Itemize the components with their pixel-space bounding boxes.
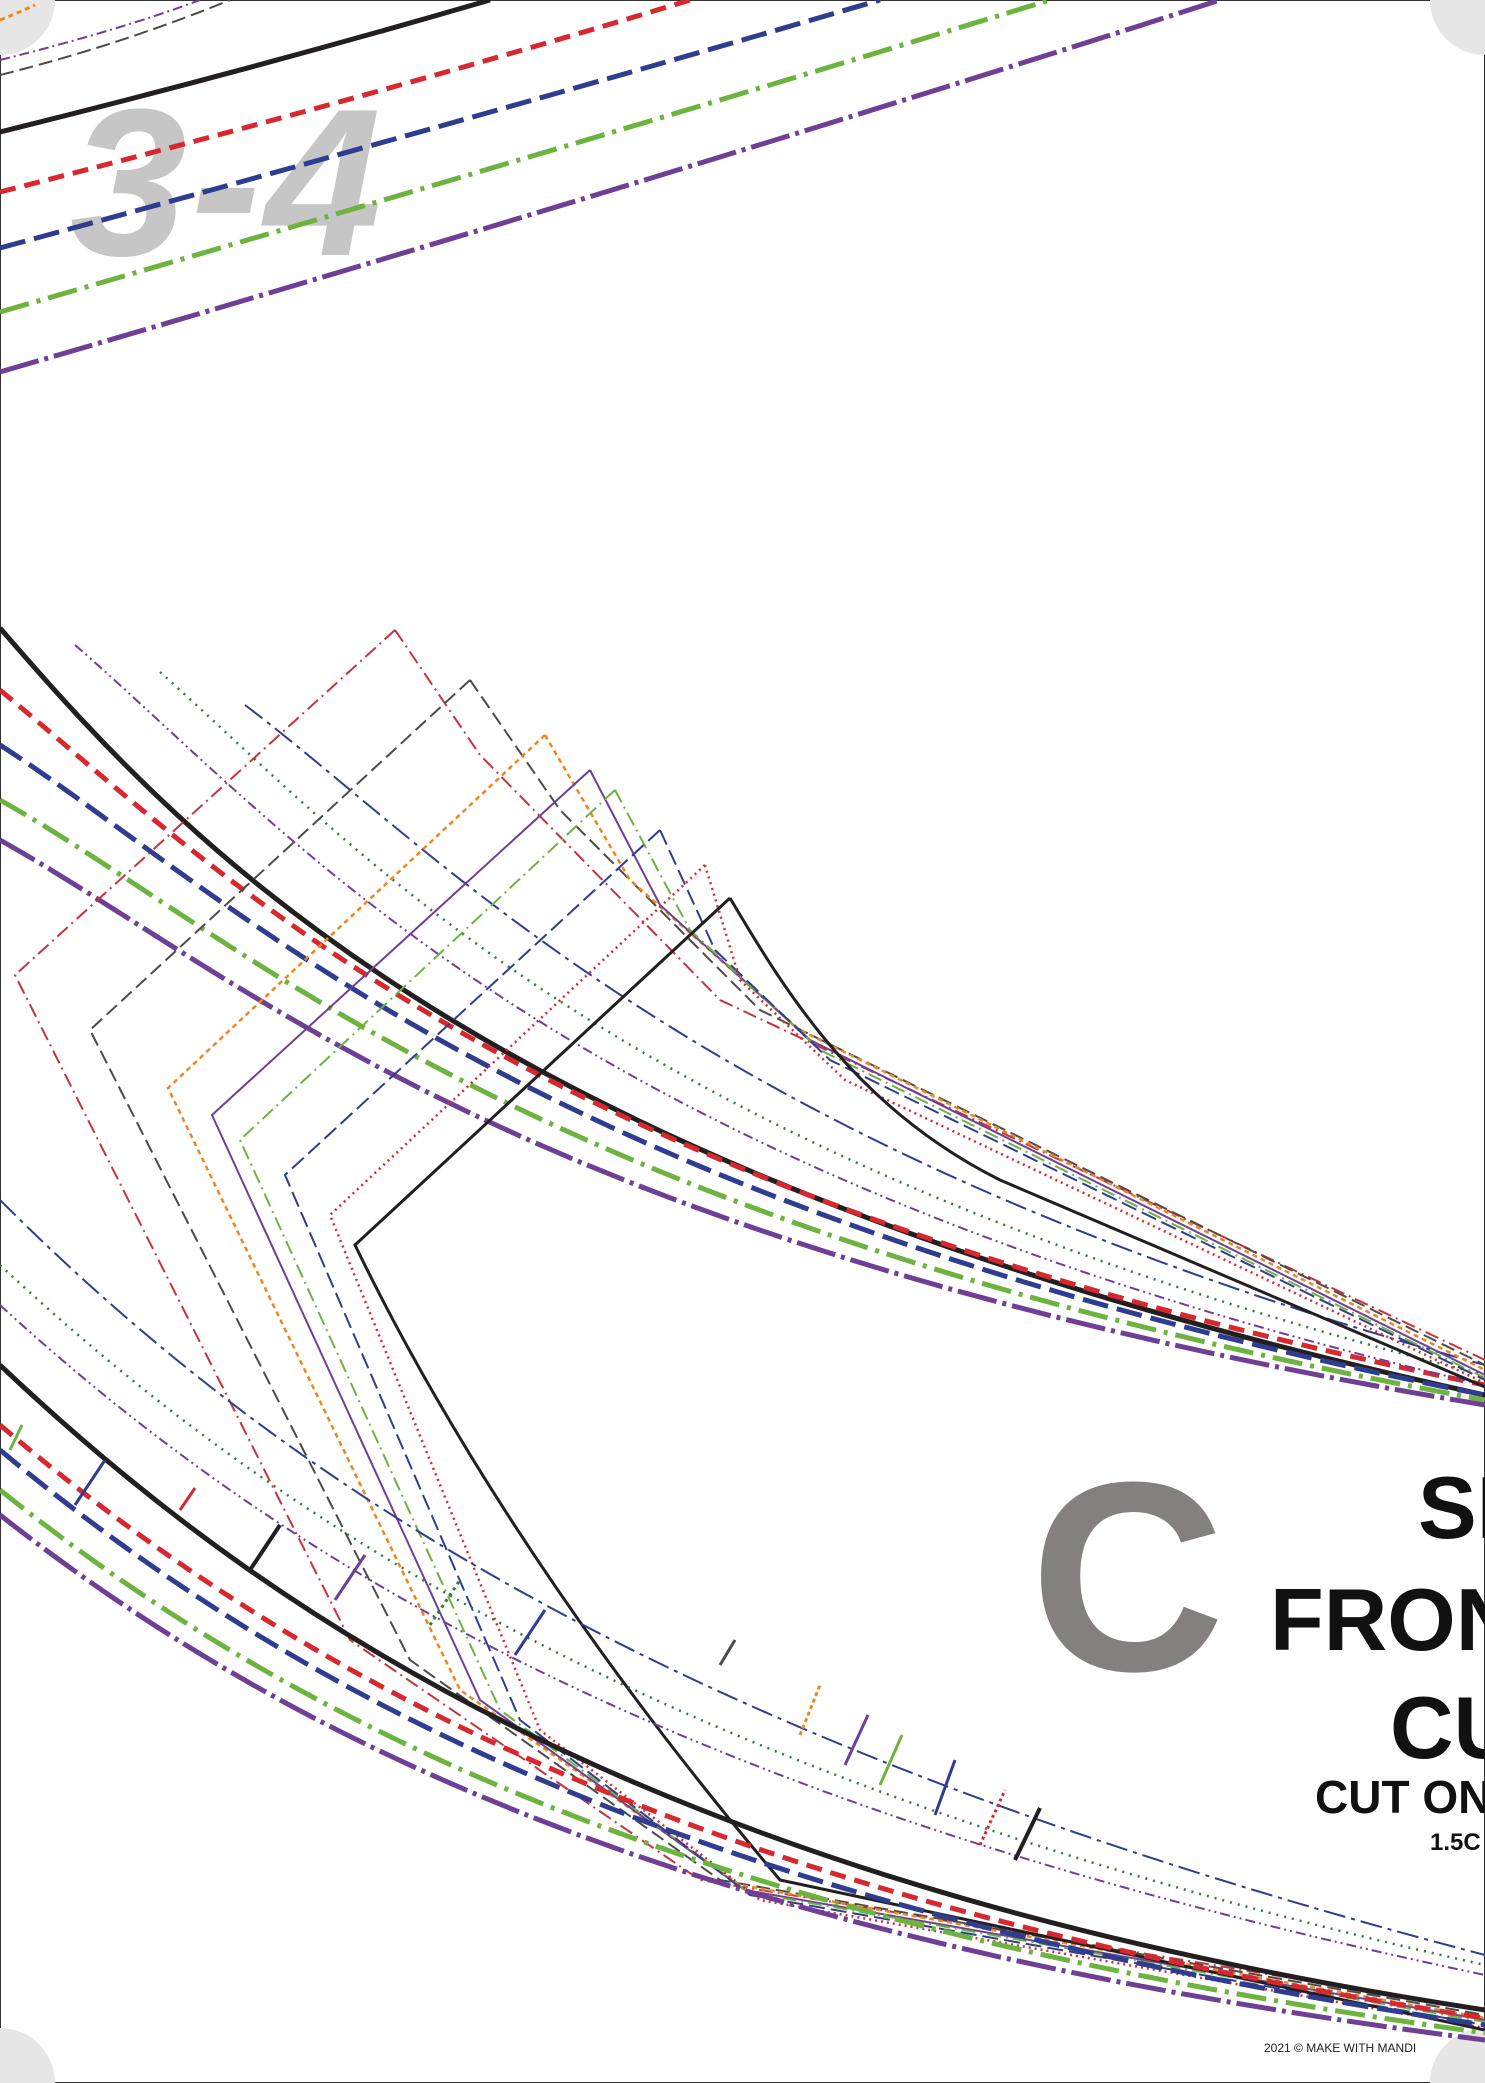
notch-marks [8,1424,1042,1861]
registration-circle-top-right [1430,0,1485,55]
cap-orange [166,734,1485,2020]
registration-circle-bottom-left [0,2028,55,2083]
size-line-gray-top [0,0,231,76]
notch-purple-2 [843,1714,870,1766]
cap-black [353,896,1485,2032]
copyright-footer: 2021 © MAKE WITH MANDI [1264,2041,1416,2055]
cap-red [328,864,1485,2030]
notch-green-1 [8,1424,24,1451]
cap-green [238,789,1485,2023]
hem-red [0,1423,1485,2021]
curve-red [0,688,1485,1388]
notch-gray-1 [718,1639,737,1666]
notch-green-2 [878,1734,904,1786]
size-line-orange-top [0,3,36,22]
curve-green [0,797,1485,1403]
size-line-green-top [0,0,1051,315]
hem-blue [0,1448,1485,2028]
notch-blue-3 [933,1759,957,1816]
piece-title-line-2: FRON [1270,1570,1485,1669]
nested-cap-lines [13,629,1485,2032]
notch-red-2 [978,1789,1007,1846]
curve-blue [0,742,1485,1398]
notch-black-2 [1013,1807,1042,1861]
hem-black [0,1363,1485,2013]
seam-allowance-note: 1.5C [1430,1829,1481,1856]
cap-purple [210,769,1485,2021]
registration-circle-bottom-right [1430,2028,1485,2083]
hem-green [0,1488,1485,2036]
curve-black-main [0,626,1485,1398]
hem-darkgreen-thin [0,1264,1485,1967]
notch-black-1 [248,1523,282,1572]
hem-purple-thin [0,1304,1485,1976]
notch-purple-1 [333,1554,367,1601]
lower-curve-lines [0,1199,1485,2043]
notch-blue-1 [513,1609,547,1656]
notch-orange-1 [798,1684,822,1736]
piece-title-line-3: CU [1390,1678,1485,1777]
hem-blue-thin [0,1199,1485,1956]
curve-blue-thin [244,704,1485,1366]
size-line-red-top [0,0,691,195]
size-line-purple-wide-top [0,0,1221,375]
piece-title-line-1: SI [1418,1458,1485,1557]
hem-purple [0,1513,1485,2043]
notch-red-1 [178,1487,197,1511]
curve-purple [0,837,1485,1408]
registration-circle-top-left [0,0,55,55]
notch-blue-2 [73,1459,107,1506]
cut-instruction: CUT ON [1315,1771,1485,1823]
size-line-purple-top [0,0,201,61]
cap-blue [283,829,1485,2026]
curve-purple-thin [74,644,1485,1386]
size-line-black-top [0,0,491,135]
notch-darkgreen-1 [428,1579,462,1626]
upper-curve-lines [0,626,1485,1408]
top-size-lines [0,0,1221,375]
size-line-blue-top [0,0,881,251]
cap-crimson [13,629,1485,2011]
piece-letter: C [1030,1427,1225,1728]
